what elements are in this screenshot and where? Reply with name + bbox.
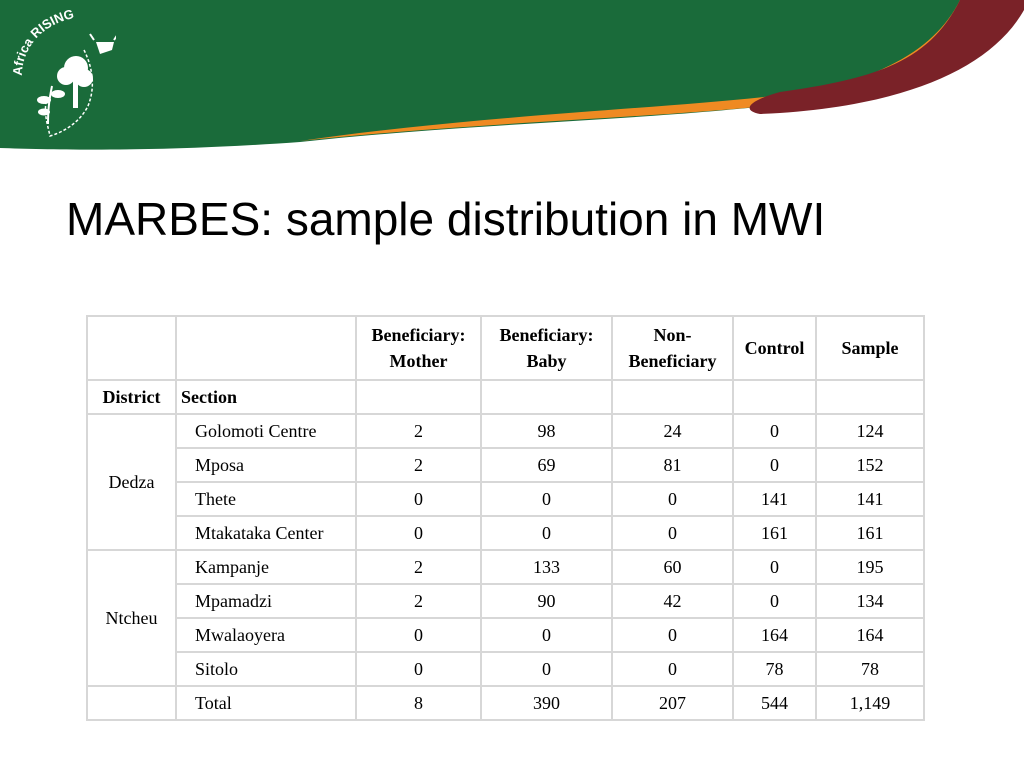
column-header: Sample: [815, 315, 925, 381]
value-cell: 78: [815, 651, 925, 687]
section-cell: Mposa: [175, 447, 357, 483]
total-value-cell: 390: [480, 685, 613, 721]
column-header: Beneficiary: Mother: [355, 315, 482, 381]
section-cell: Kampanje: [175, 549, 357, 585]
total-label: Total: [175, 685, 357, 721]
section-cell: Thete: [175, 481, 357, 517]
value-cell: 2: [355, 413, 482, 449]
slide-title: MARBES: sample distribution in MWI: [66, 193, 826, 245]
section-cell: Sitolo: [175, 651, 357, 687]
value-cell: 152: [815, 447, 925, 483]
blank-header-cell: [175, 315, 357, 381]
value-cell: 134: [815, 583, 925, 619]
value-cell: 161: [732, 515, 817, 551]
logo-emblem: Africa RISING: [10, 6, 119, 137]
column-header: Control: [732, 315, 817, 381]
value-cell: 0: [355, 617, 482, 653]
section-column-label: Section: [175, 379, 357, 415]
value-cell: 78: [732, 651, 817, 687]
value-cell: 0: [480, 515, 613, 551]
value-cell: 0: [355, 481, 482, 517]
value-cell: 161: [815, 515, 925, 551]
value-cell: 2: [355, 583, 482, 619]
district-cell: Dedza: [86, 413, 177, 551]
label-row: District Section: [86, 379, 925, 415]
value-cell: 24: [611, 413, 734, 449]
total-value-cell: 207: [611, 685, 734, 721]
value-cell: 0: [480, 651, 613, 687]
value-cell: 164: [732, 617, 817, 653]
africa-rising-logo: Africa RISING: [4, 6, 119, 142]
district-cell: Ntcheu: [86, 549, 177, 687]
header-banner: [0, 0, 1024, 160]
value-cell: 141: [815, 481, 925, 517]
total-row: Total 8 390 207 544 1,149: [86, 685, 925, 721]
value-cell: 0: [355, 515, 482, 551]
section-cell: Mwalaoyera: [175, 617, 357, 653]
table-row: Mtakataka Center 0 0 0 161 161: [87, 515, 925, 551]
table-row: Mpamadzi 2 90 42 0 134: [87, 583, 925, 619]
table-row: Ntcheu Kampanje 2 133 60 0 195: [86, 549, 925, 687]
value-cell: 0: [611, 481, 734, 517]
table-row: Dedza Golomoti Centre 2 98 24 0 124: [86, 413, 925, 551]
table-row: Mposa 2 69 81 0 152: [87, 447, 925, 483]
value-cell: 81: [611, 447, 734, 483]
value-cell: 90: [480, 583, 613, 619]
blank-header-cell: [86, 315, 177, 381]
value-cell: 0: [611, 651, 734, 687]
value-cell: 0: [480, 481, 613, 517]
header-row: Beneficiary: Mother Beneficiary: Baby Non-…: [86, 315, 925, 381]
value-cell: 133: [480, 549, 613, 585]
table-row: Thete 0 0 0 141 141: [87, 481, 925, 517]
value-cell: 164: [815, 617, 925, 653]
value-cell: 98: [480, 413, 613, 449]
value-cell: 2: [355, 447, 482, 483]
section-cell: Mpamadzi: [175, 583, 357, 619]
value-cell: 141: [732, 481, 817, 517]
value-cell: 0: [480, 617, 613, 653]
table-row: Sitolo 0 0 0 78 78: [87, 651, 925, 687]
banner-swoosh: [0, 0, 1024, 150]
value-cell: 0: [732, 413, 817, 449]
value-cell: 69: [480, 447, 613, 483]
value-cell: 195: [815, 549, 925, 585]
value-cell: 0: [732, 583, 817, 619]
section-cell: Mtakataka Center: [175, 515, 357, 551]
value-cell: 0: [732, 549, 817, 585]
column-header: Non- Beneficiary: [611, 315, 734, 381]
value-cell: 42: [611, 583, 734, 619]
value-cell: 0: [732, 447, 817, 483]
value-cell: 0: [355, 651, 482, 687]
table-row: Mwalaoyera 0 0 0 164 164: [87, 617, 925, 653]
section-cell: Golomoti Centre: [175, 413, 357, 449]
value-cell: 0: [611, 515, 734, 551]
total-value-cell: 8: [355, 685, 482, 721]
column-header: Beneficiary: Baby: [480, 315, 613, 381]
value-cell: 124: [815, 413, 925, 449]
value-cell: 0: [611, 617, 734, 653]
table-body: Dedza Golomoti Centre 2 98 24 0 124 Mposa 2 69 81 0…: [86, 413, 925, 721]
total-value-cell: 1,149: [815, 685, 925, 721]
total-value-cell: 544: [732, 685, 817, 721]
value-cell: 2: [355, 549, 482, 585]
blank-cell: [86, 685, 177, 721]
sample-distribution-table: Beneficiary: Mother Beneficiary: Baby Non-…: [86, 315, 925, 721]
district-column-label: District: [86, 379, 177, 415]
value-cell: 60: [611, 549, 734, 585]
